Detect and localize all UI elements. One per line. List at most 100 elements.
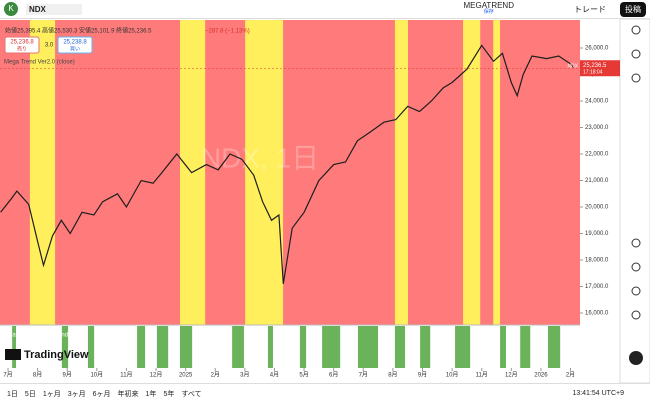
x-tick-label: 10月 — [446, 372, 459, 379]
buy-label: 買い — [70, 46, 80, 52]
trend-band — [463, 20, 481, 325]
trade-button[interactable]: トレード — [574, 4, 606, 14]
alerts-icon[interactable] — [631, 49, 641, 59]
indicator-name: Mega Trend Ver2.0 (close) — [4, 60, 75, 66]
x-tick-label: 2026 — [534, 373, 548, 379]
subwindow-background — [0, 326, 580, 368]
price-line — [0, 44, 574, 284]
y-tick-label: 18,000.0 — [585, 258, 609, 264]
y-tick-label: 21,000.0 — [585, 178, 609, 184]
right-sidebar — [619, 18, 650, 383]
chart: NDX, 1日 Mega Trend Ver2.0 (close) 始値25,3… — [0, 18, 650, 383]
signal-bar — [87, 326, 95, 368]
calendar-icon[interactable] — [631, 286, 641, 296]
buy-button[interactable] — [57, 36, 93, 54]
spread: 3.0 — [45, 43, 54, 49]
layout[interactable]: MEGATREND 保存 — [463, 2, 514, 16]
sell-button[interactable] — [4, 36, 40, 54]
range-button[interactable]: 3ヶ月 — [67, 390, 86, 398]
logo-mark — [5, 349, 21, 360]
y-tick-label: 20,000.0 — [585, 205, 609, 211]
trend-background — [0, 20, 580, 325]
symbol-search[interactable]: NDX — [26, 3, 82, 15]
signal-bar — [137, 326, 146, 368]
signal-bar — [180, 326, 193, 368]
x-tick-label: 10月 — [90, 372, 103, 379]
x-tick-label: 12月 — [505, 372, 518, 379]
range-button[interactable]: 1ヶ月 — [42, 390, 61, 398]
sub-indicator-name: Volatility Signal subwindow — [4, 333, 76, 339]
signal-bar — [232, 326, 244, 368]
watchlist-icon[interactable] — [631, 25, 641, 35]
price-tag-value: 25,236.5 — [583, 63, 607, 69]
publish-button[interactable]: 投稿 — [620, 1, 646, 17]
buy-price: 25,238.8 — [63, 40, 87, 46]
range-button[interactable]: 6ヶ月 — [92, 390, 111, 398]
y-tick-label: 22,000.0 — [585, 152, 609, 158]
sell-label: 売り — [17, 45, 27, 52]
y-tick-label: 16,000.0 — [585, 311, 609, 317]
signal-bar — [357, 326, 379, 368]
avatar[interactable]: K — [4, 2, 18, 16]
bottom-toolbar: 1日 5日 1ヶ月 3ヶ月 6ヶ月 年初来 1年 5年 すべて 13:41:54 UTC+9 — [0, 383, 650, 403]
y-tick-label: 19,000.0 — [585, 231, 609, 237]
x-tick-label: 11月 — [476, 372, 488, 379]
signal-bar — [420, 326, 431, 368]
change: −287.8 (−1.13%) — [205, 29, 250, 35]
range-button[interactable]: 年初来 — [117, 390, 139, 398]
x-tick-label: 8月 — [388, 372, 397, 379]
trend-band — [493, 20, 501, 325]
price-tag-time: 17:18:04 — [583, 70, 603, 76]
signal-bar — [12, 326, 16, 368]
range-button[interactable]: 1年 — [145, 390, 157, 398]
signal-bar — [394, 326, 406, 368]
x-tick-label: 7月 — [359, 372, 368, 379]
range-button[interactable]: 5年 — [163, 390, 175, 398]
y-tick-label: 24,000.0 — [585, 99, 609, 105]
x-tick-label: 6月 — [329, 372, 338, 379]
signal-bar — [299, 326, 307, 368]
y-tick-label: 23,000.0 — [585, 125, 609, 131]
x-tick-label: 9月 — [418, 372, 427, 379]
x-tick-label: 8月 — [33, 372, 42, 379]
ranges: 1日 5日 1ヶ月 3ヶ月 6ヶ月 年初来 1年 5年 すべて — [0, 389, 202, 399]
x-tick-label: 11月 — [120, 372, 132, 379]
x-tick-label: 5月 — [299, 372, 308, 379]
target-icon[interactable] — [631, 238, 641, 248]
x-tick-label: 3月 — [240, 372, 249, 379]
signal-bar — [500, 326, 506, 368]
range-button[interactable]: すべて — [181, 390, 202, 398]
y-tick-label: 17,000.0 — [585, 284, 609, 290]
signal-bar — [455, 326, 471, 368]
trend-band — [394, 20, 408, 325]
layers-icon[interactable] — [631, 73, 641, 83]
signal-bar — [520, 326, 531, 368]
watermark: NDX, 1日 — [201, 142, 319, 173]
trend-band — [29, 20, 56, 325]
logo: TradingView — [24, 349, 89, 361]
signal-bar — [61, 326, 69, 368]
x-tick-label: 9月 — [63, 372, 72, 379]
range-button[interactable]: 1日 — [7, 390, 18, 398]
range-button[interactable]: 5日 — [24, 390, 36, 398]
x-tick-label: 2月 — [566, 372, 575, 379]
apps-icon[interactable] — [629, 351, 643, 365]
sell-price: 25,236.8 — [10, 40, 34, 46]
y-tick-label: 26,000.0 — [585, 46, 609, 52]
price-tag-box — [580, 60, 620, 77]
x-tick-label: 2月 — [211, 372, 220, 379]
x-tick-label: 7月 — [3, 372, 12, 379]
x-tick-label: 12月 — [150, 372, 163, 379]
news-icon[interactable] — [631, 262, 641, 272]
price-tag-symbol: NDX — [567, 64, 578, 70]
top-toolbar: K NDX MEGATREND 保存 トレード 投稿 — [0, 0, 650, 19]
signal-bar — [267, 326, 273, 368]
clock: 13:41:54 UTC+9 — [572, 390, 624, 397]
signal-bar — [548, 326, 561, 368]
x-tick-label: 2025 — [179, 373, 193, 379]
layout-status: 保存 — [483, 9, 494, 15]
signal-bar — [322, 326, 341, 368]
signal-icon[interactable] — [631, 310, 641, 320]
price-axis — [580, 20, 620, 368]
